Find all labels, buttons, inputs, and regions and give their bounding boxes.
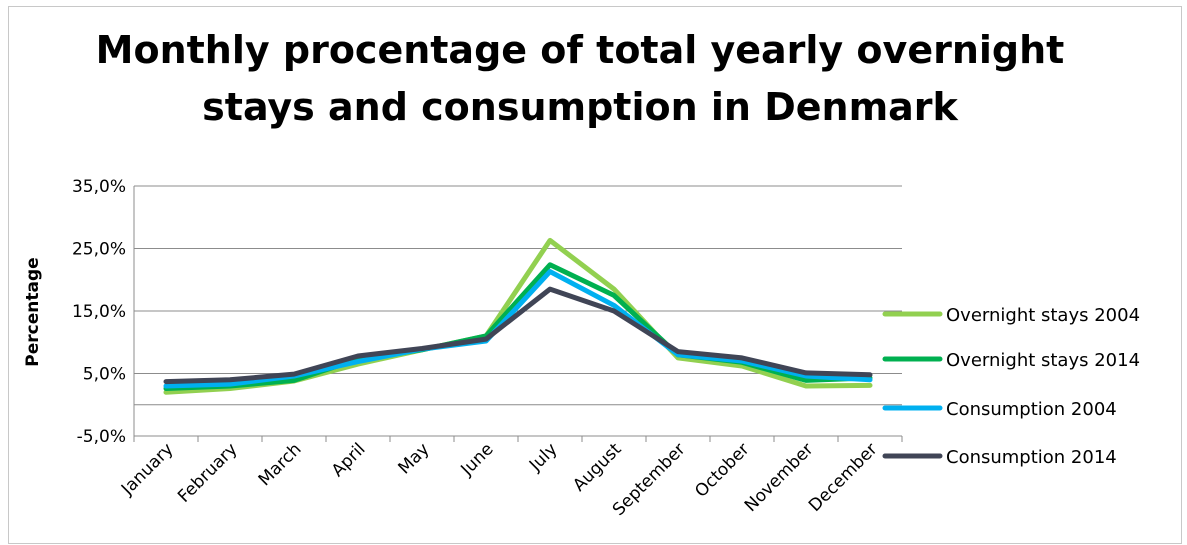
x-tick-label: May <box>395 439 434 478</box>
y-tick-label: 35,0% <box>72 177 126 197</box>
legend-label: Consumption 2004 <box>946 399 1117 420</box>
x-tick-label: November <box>741 439 818 516</box>
x-tick-label: February <box>174 439 241 506</box>
x-tick-label: January <box>117 439 177 499</box>
y-axis-title: Percentage <box>23 257 43 366</box>
chart-title-line-1: Monthly procentage of total yearly overn… <box>95 28 1065 72</box>
y-tick-label: 5,0% <box>83 365 126 385</box>
series-line-2 <box>163 262 873 391</box>
x-tick-label: October <box>691 439 753 501</box>
x-tick-label: March <box>255 439 306 490</box>
y-tick-label: 15,0% <box>72 302 126 322</box>
legend-label: Overnight stays 2004 <box>946 305 1140 326</box>
chart-title-line-2: stays and consumption in Denmark <box>202 85 958 129</box>
x-tick-label: July <box>525 439 561 475</box>
chart-title: Monthly procentage of total yearly overn… <box>0 22 1160 136</box>
y-tick-label: 25,0% <box>72 240 126 260</box>
x-tick-label: August <box>569 439 625 495</box>
series-line-4 <box>163 286 873 385</box>
y-tick-label: -5,0% <box>77 427 126 447</box>
x-tick-label: December <box>805 439 881 515</box>
x-tick-label: April <box>328 439 370 481</box>
legend-label: Overnight stays 2014 <box>946 350 1140 371</box>
legend-label: Consumption 2014 <box>946 447 1117 468</box>
x-tick-label: June <box>457 439 498 480</box>
